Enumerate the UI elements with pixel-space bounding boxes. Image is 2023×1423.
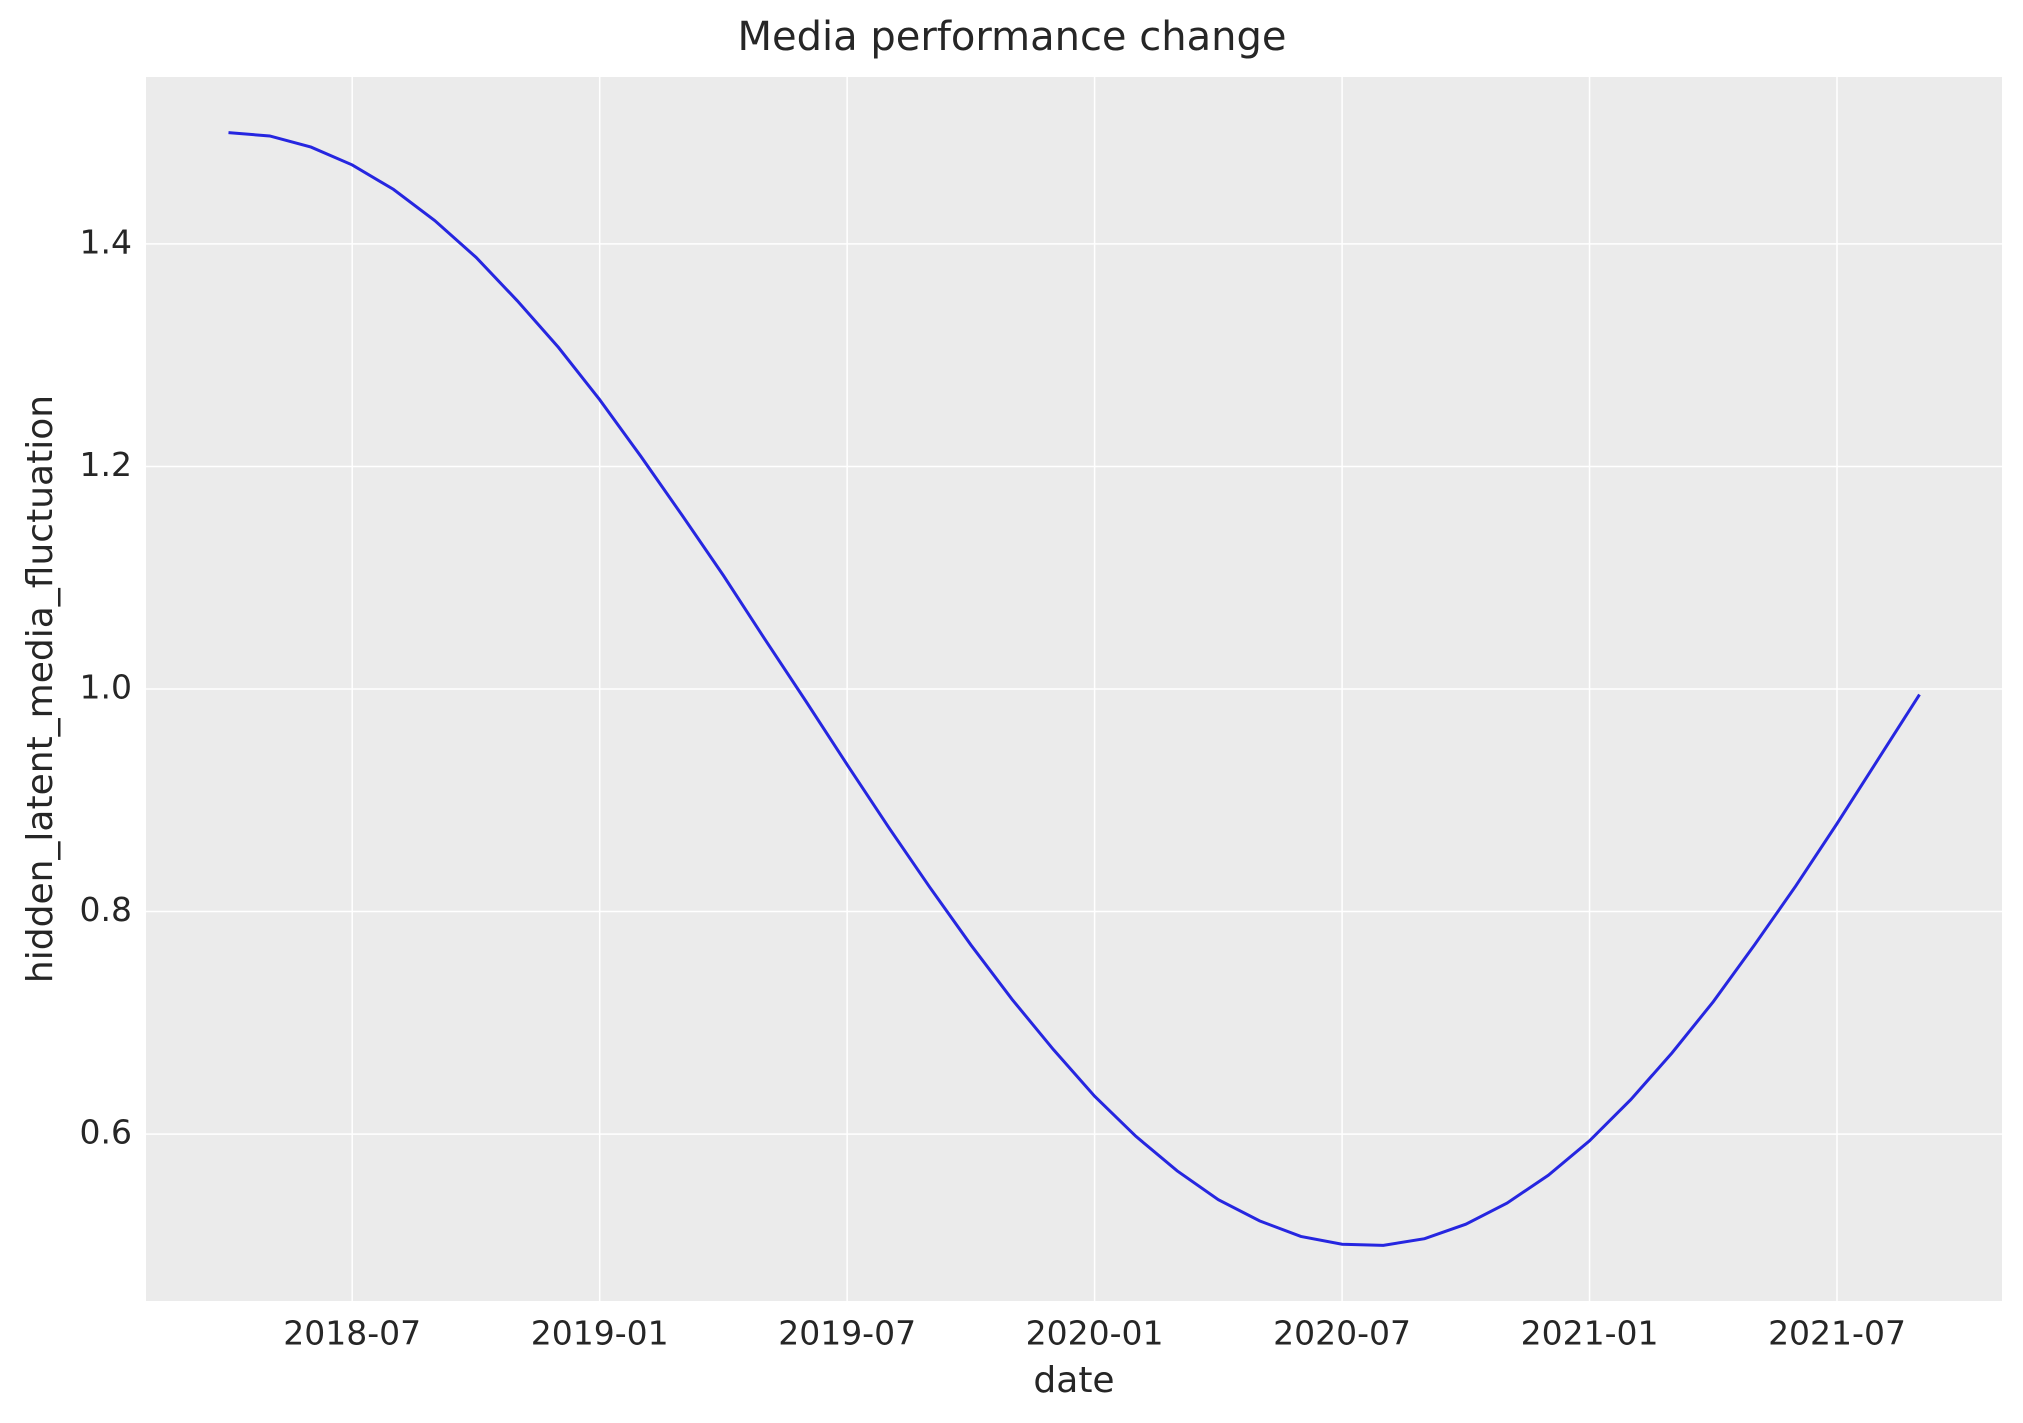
x-tick-label: 2019-01 — [531, 1314, 669, 1353]
x-axis-label: date — [1033, 1360, 1114, 1401]
data-line — [228, 131, 1921, 1247]
y-tick-label: 1.4 — [80, 222, 132, 261]
y-tick-label: 1.0 — [80, 668, 132, 707]
x-tick-label: 2018-07 — [283, 1314, 421, 1353]
chart-title: Media performance change — [738, 14, 1287, 60]
x-tick-label: 2021-01 — [1521, 1314, 1659, 1353]
x-tick-label: 2019-07 — [778, 1314, 916, 1353]
y-tick-label: 1.2 — [80, 445, 132, 484]
x-tick-label: 2020-07 — [1273, 1314, 1411, 1353]
y-tick-label: 0.8 — [80, 890, 132, 929]
x-tick-label: 2020-01 — [1026, 1314, 1164, 1353]
x-tick-label: 2021-07 — [1768, 1314, 1906, 1353]
y-axis-label: hidden_latent_media_fluctuation — [20, 395, 61, 983]
y-tick-label: 0.6 — [80, 1113, 132, 1152]
